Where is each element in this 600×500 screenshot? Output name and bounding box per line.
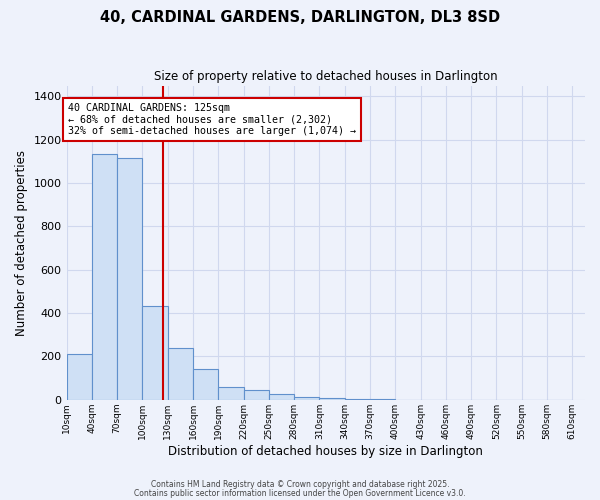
Text: Contains public sector information licensed under the Open Government Licence v3: Contains public sector information licen… xyxy=(134,488,466,498)
Bar xyxy=(370,398,395,400)
Bar xyxy=(319,398,345,400)
Bar xyxy=(218,387,244,400)
Y-axis label: Number of detached properties: Number of detached properties xyxy=(15,150,28,336)
Bar xyxy=(294,396,319,400)
Bar xyxy=(345,398,370,400)
Text: Contains HM Land Registry data © Crown copyright and database right 2025.: Contains HM Land Registry data © Crown c… xyxy=(151,480,449,489)
X-axis label: Distribution of detached houses by size in Darlington: Distribution of detached houses by size … xyxy=(169,444,483,458)
Bar xyxy=(269,394,294,400)
Bar xyxy=(168,348,193,400)
Bar xyxy=(244,390,269,400)
Bar xyxy=(193,370,218,400)
Bar xyxy=(92,154,117,400)
Text: 40, CARDINAL GARDENS, DARLINGTON, DL3 8SD: 40, CARDINAL GARDENS, DARLINGTON, DL3 8S… xyxy=(100,10,500,25)
Title: Size of property relative to detached houses in Darlington: Size of property relative to detached ho… xyxy=(154,70,497,83)
Bar xyxy=(117,158,142,400)
Bar xyxy=(142,306,168,400)
Bar xyxy=(67,354,92,400)
Text: 40 CARDINAL GARDENS: 125sqm
← 68% of detached houses are smaller (2,302)
32% of : 40 CARDINAL GARDENS: 125sqm ← 68% of det… xyxy=(68,103,356,136)
